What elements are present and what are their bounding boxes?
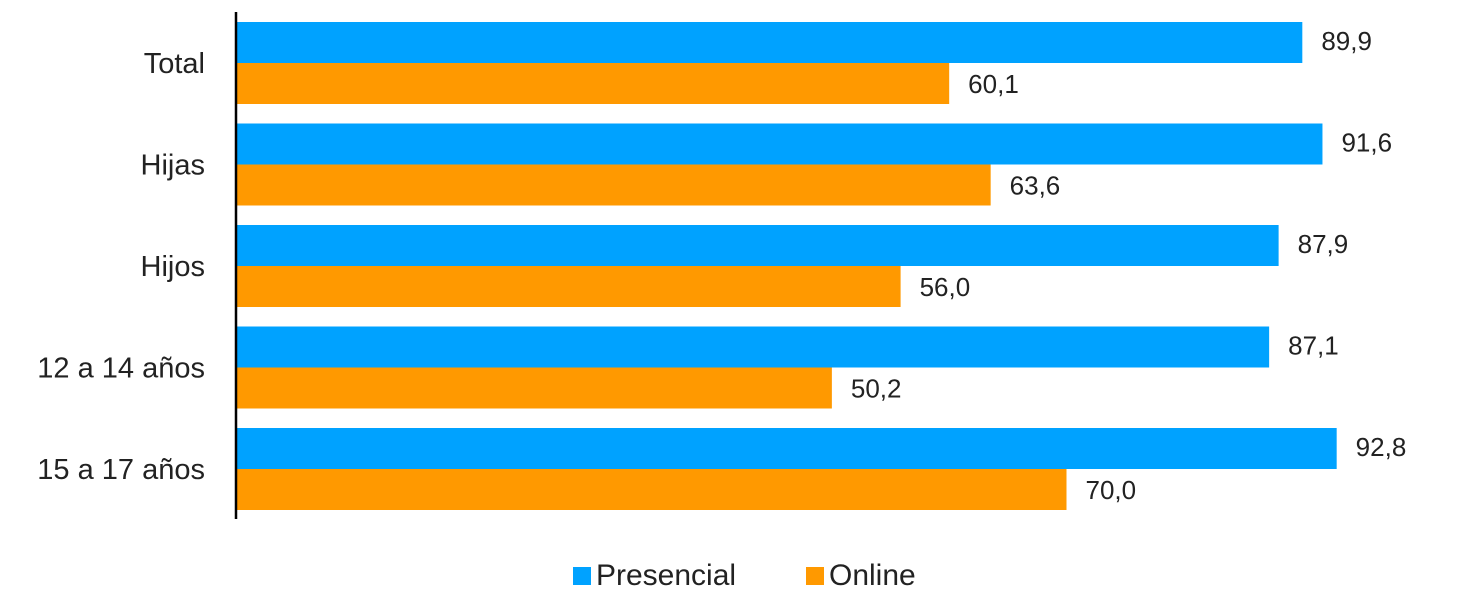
data-label-online-4: 70,0 [1086,475,1137,505]
bar-online-1 [237,164,991,206]
data-label-presencial-0: 89,9 [1321,26,1372,56]
bar-presencial-4 [237,428,1337,469]
data-label-online-2: 56,0 [920,272,971,302]
bar-online-2 [237,266,901,307]
data-label-online-1: 63,6 [1010,171,1061,201]
category-label: 15 a 17 años [37,454,205,486]
data-label-presencial-1: 91,6 [1341,128,1392,158]
bar-presencial-3 [237,326,1270,368]
data-label-presencial-3: 87,1 [1288,331,1339,361]
data-label-online-3: 50,2 [851,374,902,404]
bar-presencial-0 [237,22,1303,63]
data-label-online-0: 60,1 [968,69,1019,99]
category-label: 12 a 14 años [37,353,205,385]
legend-swatch-presencial [573,567,591,585]
bar-online-4 [237,469,1067,510]
bar-online-0 [237,63,950,104]
legend-label-presencial: Presencial [596,559,736,592]
bar-presencial-1 [237,123,1323,165]
category-label: Total [144,48,205,80]
bar-presencial-2 [237,225,1279,266]
category-label: Hijas [141,150,205,182]
data-label-presencial-2: 87,9 [1298,229,1349,259]
bar-online-3 [237,367,832,409]
data-label-presencial-4: 92,8 [1356,432,1407,462]
legend-label-online: Online [829,559,916,592]
category-label: Hijos [141,251,205,283]
legend-swatch-online [806,567,824,585]
